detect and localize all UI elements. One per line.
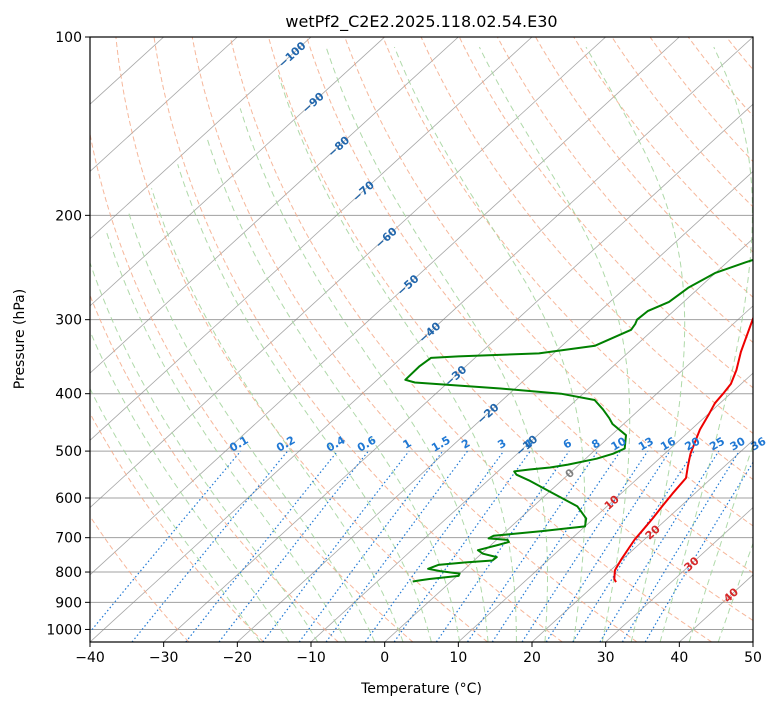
x-tick-label: 10: [449, 650, 467, 666]
y-tick-label: 400: [55, 387, 82, 403]
y-tick-label: 700: [55, 531, 82, 547]
x-tick-label: −10: [296, 650, 326, 666]
y-tick-label: 800: [55, 565, 82, 581]
chart-title: wetPf2_C2E2.2025.118.02.54.E30: [285, 12, 557, 32]
y-tick-label: 200: [55, 208, 82, 224]
y-tick-label: 1000: [46, 622, 82, 638]
x-tick-label: 30: [597, 650, 615, 666]
x-tick-label: 20: [523, 650, 541, 666]
x-tick-label: −30: [149, 650, 179, 666]
x-tick-label: −20: [223, 650, 253, 666]
y-tick-label: 300: [55, 313, 82, 329]
x-tick-label: −40: [75, 650, 105, 666]
x-axis-label: Temperature (°C): [360, 681, 482, 697]
y-tick-label: 900: [55, 595, 82, 611]
y-axis-label: Pressure (hPa): [12, 289, 28, 389]
y-tick-label: 500: [55, 444, 82, 460]
x-tick-label: 0: [380, 650, 389, 666]
x-tick-label: 50: [744, 650, 762, 666]
y-tick-label: 100: [55, 30, 82, 46]
y-tick-label: 600: [55, 491, 82, 507]
x-tick-label: 40: [670, 650, 688, 666]
